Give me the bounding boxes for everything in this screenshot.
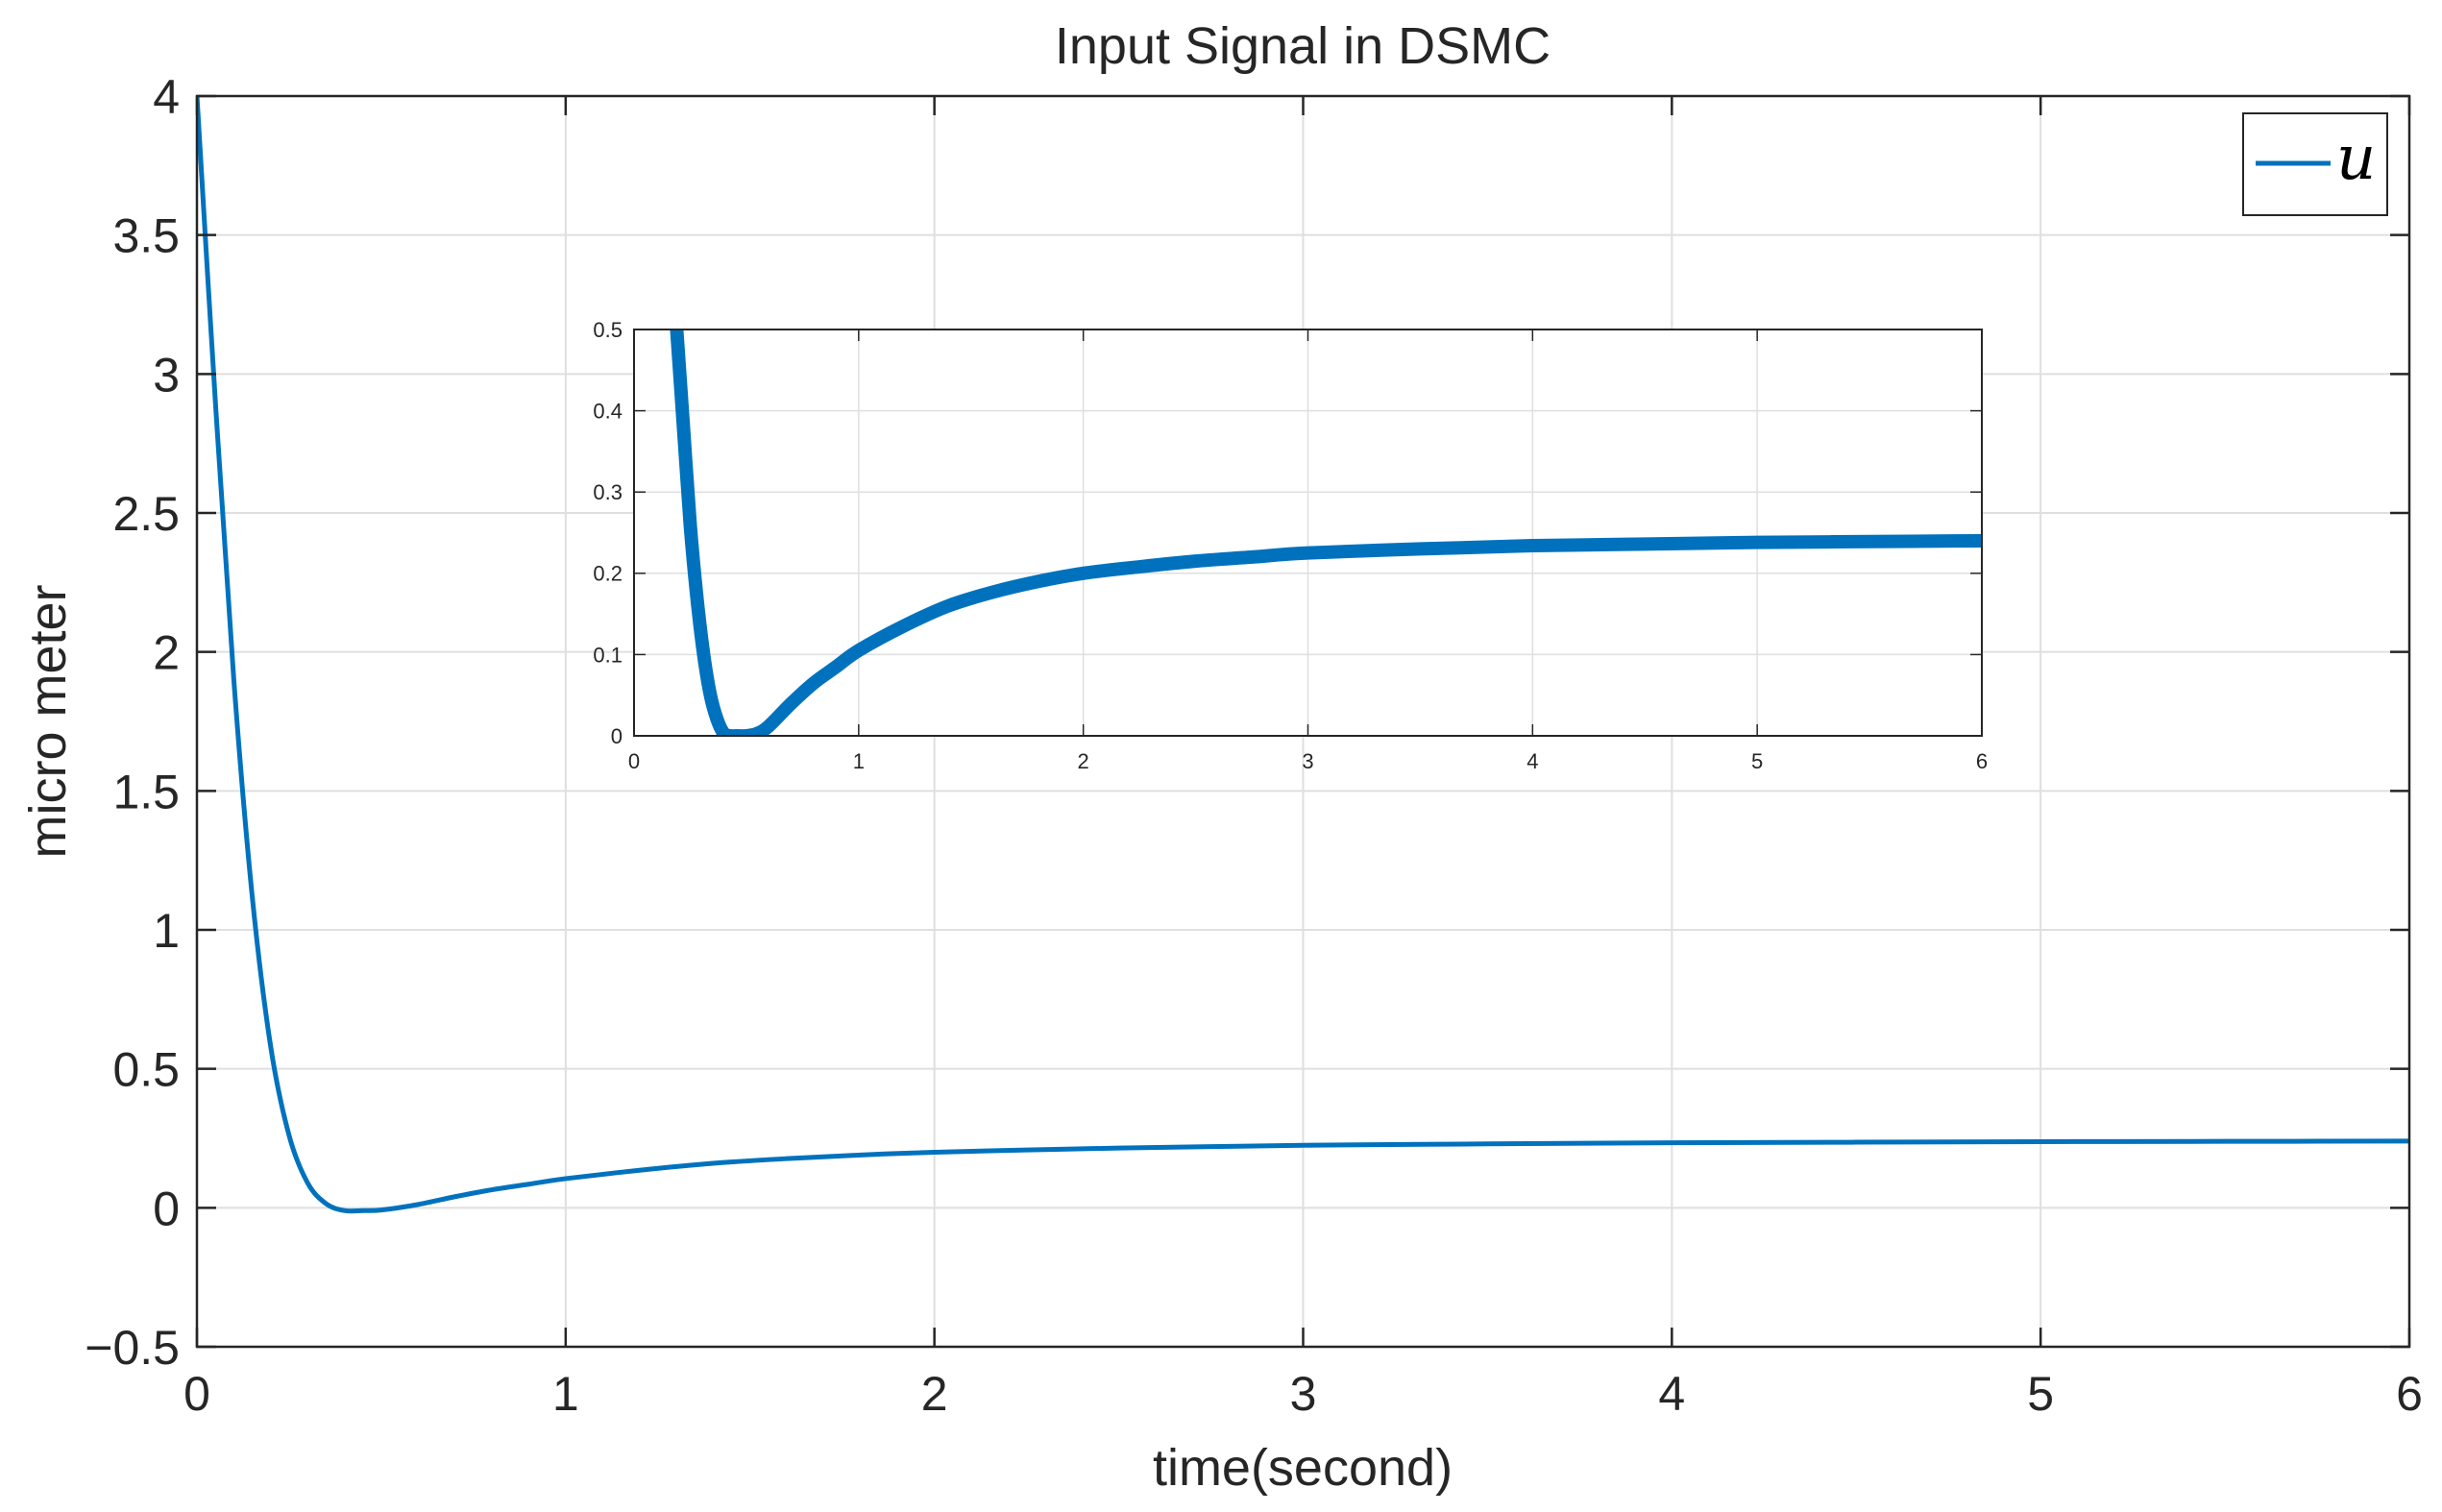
inset-ytick-label: 0.1 bbox=[593, 643, 623, 667]
main-series-path-0 bbox=[197, 96, 2409, 1214]
main-xtick-label: 5 bbox=[2027, 1367, 2054, 1421]
main-xtick-label: 3 bbox=[1290, 1367, 1317, 1421]
main-ytick-label: 4 bbox=[153, 70, 180, 124]
inset-series-path-0 bbox=[670, 329, 1982, 736]
main-xtick-label: 1 bbox=[552, 1367, 579, 1421]
main-xtick-label: 0 bbox=[183, 1367, 210, 1421]
inset-axis-ticks: 0 1 2 3 4 5 6 0 0.1 0.2 0.3 0.4 0.5 bbox=[593, 318, 1988, 773]
main-ytick-label: 2.5 bbox=[112, 487, 180, 541]
chart-title: Input Signal in DSMC bbox=[1055, 17, 1551, 75]
main-ytick-label: 1 bbox=[153, 904, 180, 958]
x-axis-title: time(second) bbox=[1153, 1439, 1453, 1497]
main-xtick-label: 2 bbox=[921, 1367, 948, 1421]
inset-ytick-label: 0.5 bbox=[593, 318, 623, 342]
legend: u bbox=[2242, 112, 2388, 216]
main-xtick-label: 6 bbox=[2396, 1367, 2423, 1421]
main-axis-ticks: 0 1 2 3 4 5 6−0.500.511.522.533.54 bbox=[85, 70, 2423, 1421]
inset-grid bbox=[634, 329, 1982, 736]
main-ytick-label: 0.5 bbox=[112, 1043, 180, 1097]
main-ytick-label: 3 bbox=[153, 348, 180, 402]
inset-xtick-label: 6 bbox=[1976, 749, 1988, 773]
inset-ytick-label: 0 bbox=[611, 724, 623, 748]
main-ytick-label: 0 bbox=[153, 1182, 180, 1235]
inset-xtick-label: 5 bbox=[1751, 749, 1763, 773]
inset-xtick-label: 1 bbox=[853, 749, 865, 773]
main-xtick-label: 4 bbox=[1658, 1367, 1685, 1421]
inset-xtick-label: 2 bbox=[1078, 749, 1089, 773]
inset-xtick-label: 4 bbox=[1526, 749, 1538, 773]
main-series-line-u bbox=[197, 96, 2409, 1214]
main-ytick-label: 1.5 bbox=[112, 765, 180, 818]
main-ytick-label: 3.5 bbox=[112, 209, 180, 263]
inset-ytick-label: 0.4 bbox=[593, 400, 623, 424]
main-ytick-label: 2 bbox=[153, 626, 180, 680]
inset-ytick-label: 0.2 bbox=[593, 562, 623, 586]
inset-series-line-u bbox=[670, 329, 1982, 736]
inset-ytick-label: 0.3 bbox=[593, 480, 623, 504]
inset-xtick-label: 0 bbox=[628, 749, 640, 773]
inset-xtick-label: 3 bbox=[1302, 749, 1313, 773]
legend-label-u: u bbox=[2336, 123, 2376, 194]
main-ytick-label: −0.5 bbox=[85, 1321, 180, 1375]
y-axis-title: micro meter bbox=[19, 584, 77, 858]
